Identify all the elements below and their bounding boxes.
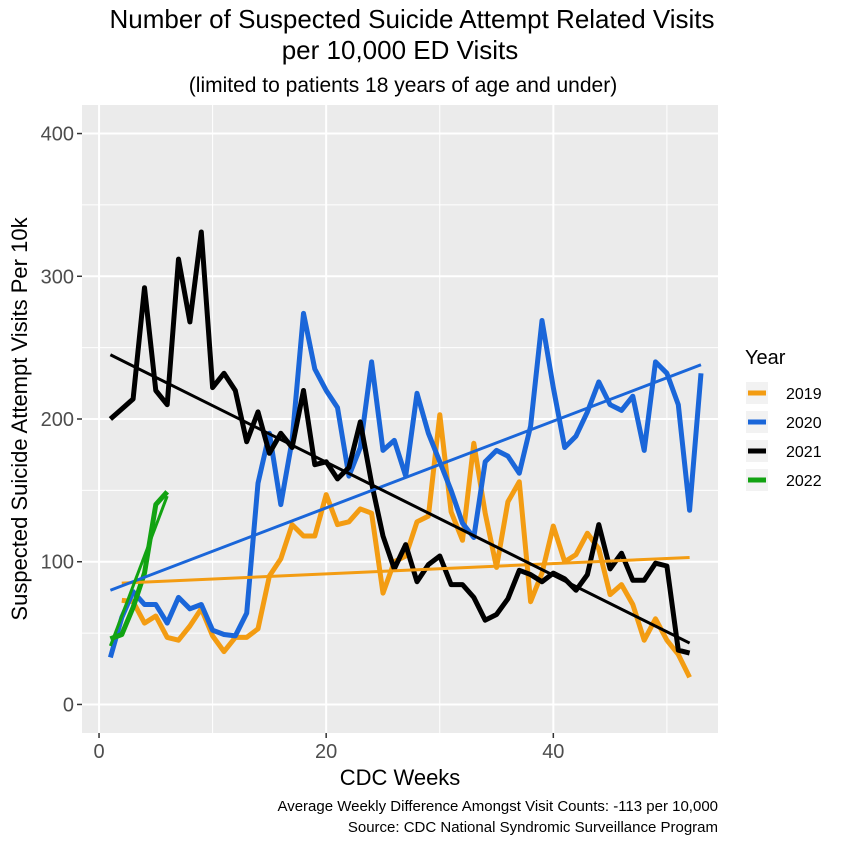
legend-label-2020: 2020 [786, 415, 822, 432]
x-axis: 0 20 40 [93, 733, 564, 763]
trend-line-2020 [109, 363, 702, 592]
y-tick-label: 300 [41, 266, 74, 288]
series-line-2021 [108, 229, 691, 656]
series-line-2022 [109, 490, 170, 642]
chart-subtitle: (limited to patients 18 years of age and… [189, 74, 617, 97]
x-tick-label: 20 [315, 741, 337, 763]
legend: Year 2019 2020 2021 2022 [745, 347, 822, 491]
x-tick-label: 0 [93, 741, 104, 763]
y-tick-label: 0 [63, 694, 74, 716]
legend-label-2019: 2019 [786, 386, 822, 403]
legend-label-2021: 2021 [786, 444, 822, 461]
trend-line-2021 [109, 353, 691, 645]
chart-title-line-1: Number of Suspected Suicide Attempt Rela… [109, 4, 714, 34]
y-tick-label: 200 [41, 409, 74, 431]
trend-line-2022 [108, 495, 169, 647]
legend-title: Year [745, 347, 786, 369]
x-axis-label: CDC Weeks [340, 765, 461, 790]
x-tick-label: 40 [542, 741, 564, 763]
y-axis: 0 100 200 300 400 [41, 124, 82, 716]
chart-title-line-2: per 10,000 ED Visits [282, 35, 519, 65]
caption-source: Source: CDC National Syndromic Surveilla… [348, 819, 718, 836]
y-axis-label: Suspected Suicide Attempt Visits Per 10k [7, 216, 32, 620]
caption-difference: Average Weekly Difference Amongst Visit … [277, 798, 718, 815]
trend-line-2019 [121, 555, 690, 585]
trend-lines [108, 353, 702, 647]
y-tick-label: 400 [41, 124, 74, 146]
legend-label-2022: 2022 [786, 473, 822, 490]
y-tick-label: 100 [41, 552, 74, 574]
